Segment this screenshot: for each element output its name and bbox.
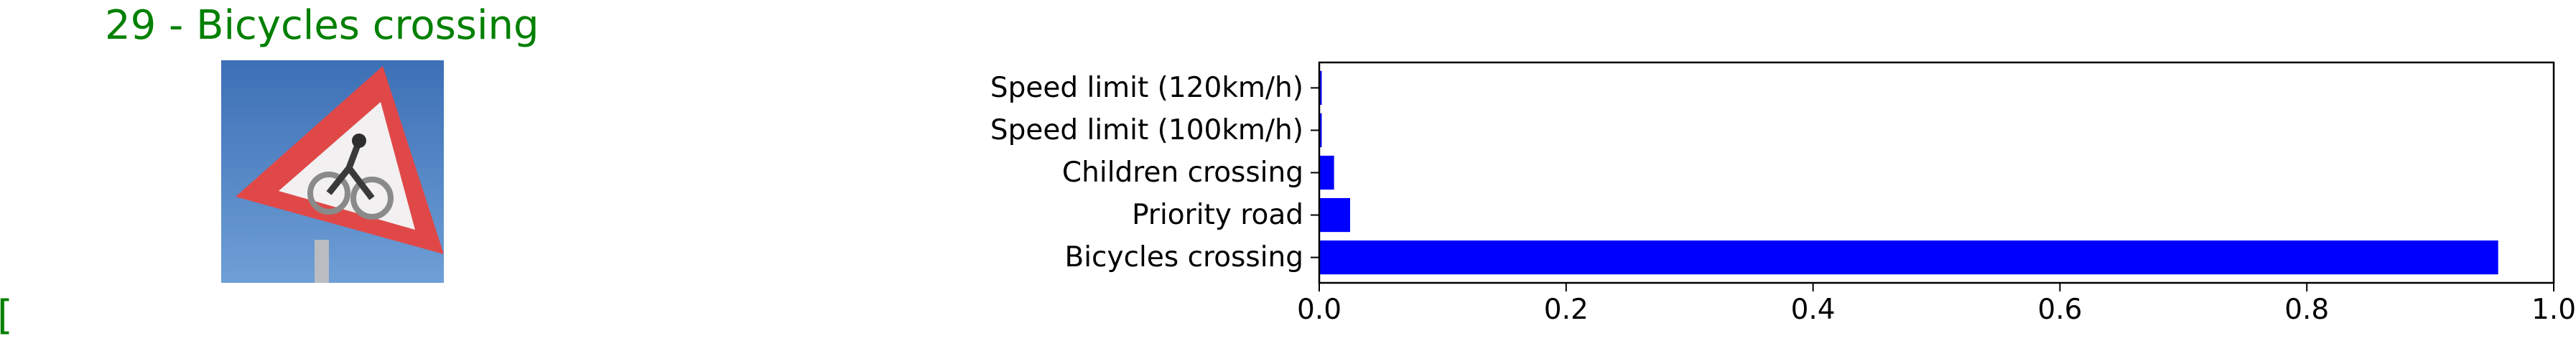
x-tick-label: 0.6 — [2037, 294, 2082, 326]
x-tick-label: 0.2 — [1544, 294, 1589, 326]
x-tick-label: 1.0 — [2531, 294, 2576, 326]
y-tick-label: Bicycles crossing — [1064, 241, 1303, 274]
bar — [1319, 197, 1350, 233]
y-tick-label: Priority road — [1132, 199, 1303, 231]
stray-text-mark: [ — [0, 296, 13, 336]
y-tick-label: Speed limit (100km/h) — [990, 114, 1303, 146]
plot-frame — [1318, 61, 2555, 284]
image-title: 29 - Bicycles crossing — [105, 2, 539, 49]
x-tick-label: 0.4 — [1791, 294, 1836, 326]
bar — [1319, 155, 1334, 190]
y-tick-label: Speed limit (120km/h) — [990, 72, 1303, 104]
traffic-sign-image — [221, 60, 444, 283]
x-tick-label: 0.0 — [1297, 294, 1342, 326]
bar — [1319, 70, 1322, 106]
y-tick-label: Children crossing — [1062, 157, 1303, 189]
x-tick-label: 0.8 — [2284, 294, 2329, 326]
bar — [1319, 240, 2498, 275]
bar — [1319, 113, 1322, 148]
